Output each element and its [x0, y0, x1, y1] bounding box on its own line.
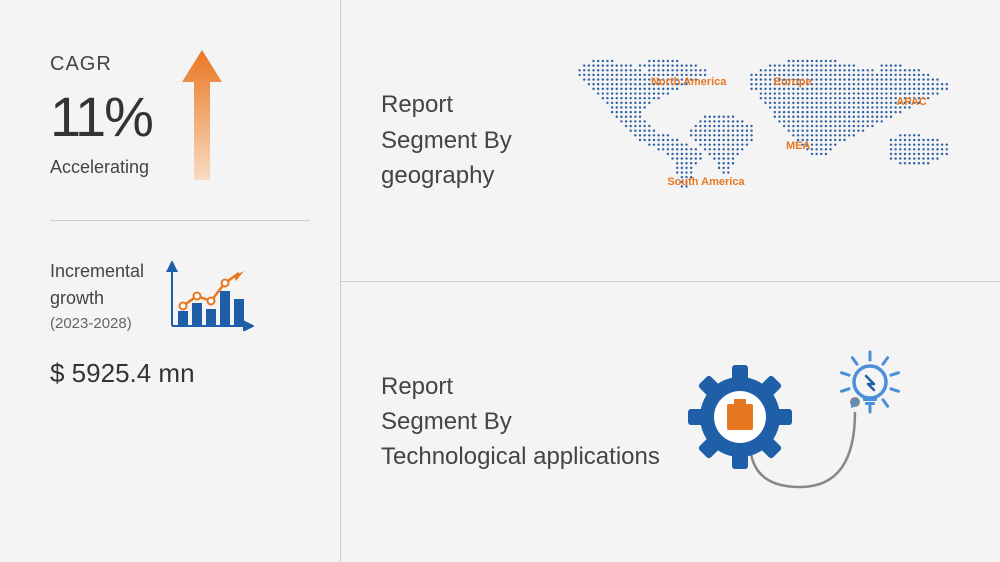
map-label-mea: MEA [786, 140, 810, 152]
growth-block: Incremental growth (2023-2028) [50, 261, 310, 389]
infographic-container: CAGR 11% Accelerating Incremental growth [0, 0, 1000, 562]
chart-icon [164, 261, 254, 331]
geo-line-2: Segment By [381, 125, 541, 156]
cagr-label: CAGR [50, 53, 152, 76]
map-label-europe: Europe [774, 76, 812, 88]
growth-value: $ 5925.4 mn [50, 358, 310, 389]
growth-text: Incremental growth (2023-2028) [50, 261, 144, 332]
cagr-block: CAGR 11% Accelerating [50, 50, 310, 221]
geo-line-1: Report [381, 89, 541, 120]
map-svg [561, 40, 970, 240]
growth-label-1: Incremental [50, 261, 144, 282]
tech-block: Report Segment By Technological applicat… [341, 282, 1000, 562]
tech-icon [680, 347, 920, 497]
geo-line-3: geography [381, 160, 541, 191]
tech-line-1: Report [381, 371, 660, 402]
growth-label-2: growth [50, 288, 144, 309]
cagr-text: CAGR 11% Accelerating [50, 53, 152, 178]
arrow-up-icon [182, 50, 222, 180]
world-map: North America Europe APAC MEA South America [561, 40, 970, 240]
map-label-north-america: North America [651, 76, 726, 88]
tech-line-3: Technological applications [381, 441, 660, 472]
tech-text: Report Segment By Technological applicat… [381, 371, 660, 473]
geo-text: Report Segment By geography [381, 89, 541, 191]
cagr-value: 11% [50, 84, 152, 149]
cagr-status: Accelerating [50, 157, 152, 178]
growth-period: (2023-2028) [50, 315, 144, 332]
map-label-apac: APAC [896, 96, 926, 108]
geo-block: Report Segment By geography North Americ… [341, 0, 1000, 282]
growth-row: Incremental growth (2023-2028) [50, 261, 310, 332]
tech-line-2: Segment By [381, 406, 660, 437]
left-panel: CAGR 11% Accelerating Incremental growth [0, 0, 340, 562]
right-panel: Report Segment By geography North Americ… [340, 0, 1000, 562]
map-label-south-america: South America [667, 176, 744, 188]
